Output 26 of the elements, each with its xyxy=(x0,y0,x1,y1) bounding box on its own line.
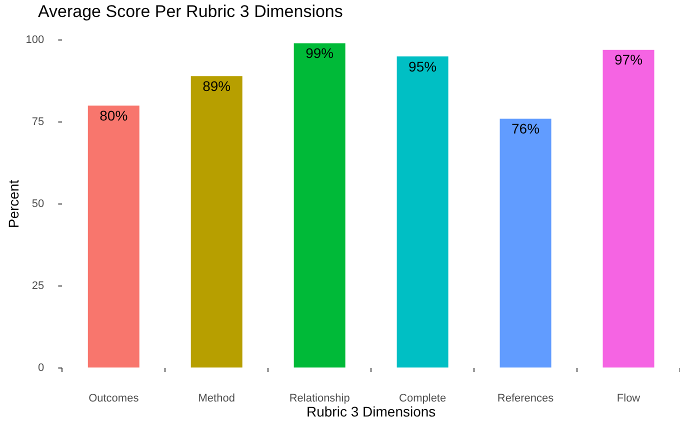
x-tick-label: Complete xyxy=(399,392,446,405)
data-label: 99% xyxy=(306,45,334,62)
x-tick-label: Method xyxy=(198,392,235,405)
y-tick-label: 0 xyxy=(38,362,44,374)
x-tick-label: Outcomes xyxy=(88,392,140,405)
data-label: 80% xyxy=(100,107,128,124)
bar xyxy=(396,56,448,368)
y-tick-label: 25 xyxy=(32,280,44,292)
y-axis-title: Percent xyxy=(5,180,22,228)
bar xyxy=(88,106,140,368)
x-tick-label: Relationship xyxy=(289,392,350,405)
x-tick-label: Flow xyxy=(616,392,640,405)
bar xyxy=(294,43,346,368)
y-tick-label: 75 xyxy=(32,116,44,128)
chart-title: Average Score Per Rubric 3 Dimensions xyxy=(38,2,343,22)
x-tick-label: References xyxy=(497,392,554,405)
data-label: 76% xyxy=(512,120,540,137)
data-label: 95% xyxy=(408,58,437,74)
y-tick-label: 100 xyxy=(26,34,44,46)
data-label: 97% xyxy=(614,52,643,68)
y-tick-label: 50 xyxy=(32,198,44,210)
bar xyxy=(602,50,654,368)
x-axis-title: Rubric 3 Dimensions xyxy=(306,403,436,420)
bar xyxy=(190,76,242,368)
data-label: 89% xyxy=(202,78,231,94)
bar xyxy=(500,118,552,368)
